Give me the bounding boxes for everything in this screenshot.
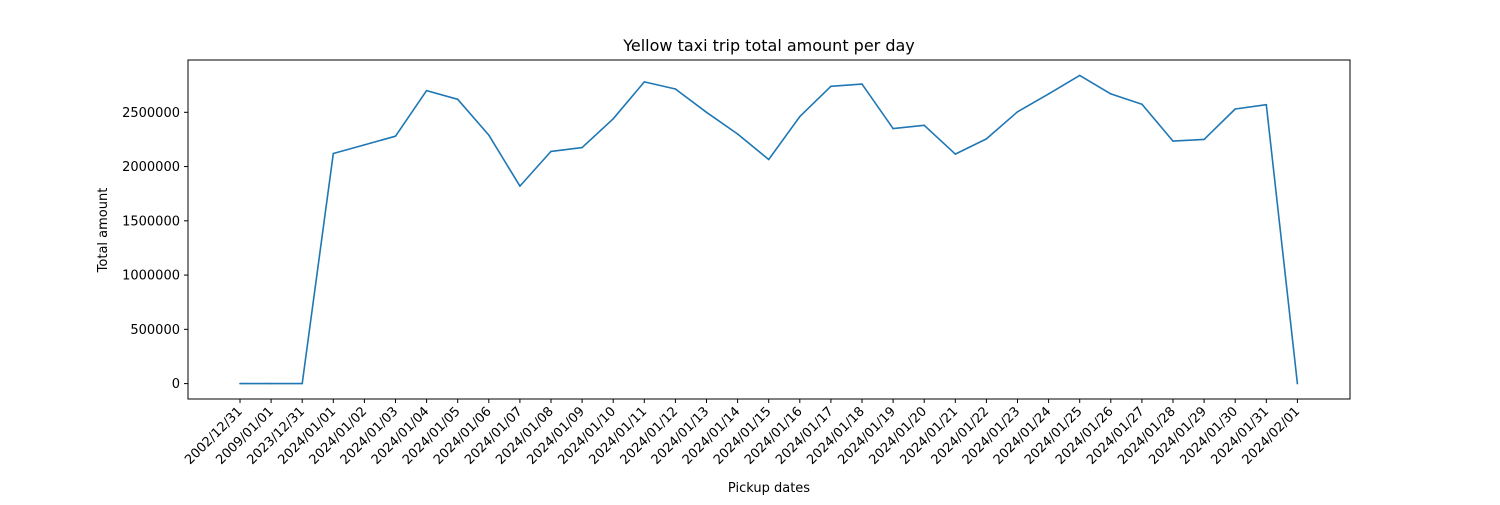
data-point [954, 153, 957, 155]
data-point [1265, 103, 1268, 106]
data-point [456, 98, 459, 101]
data-point [550, 150, 552, 153]
data-point [1172, 140, 1174, 142]
data-point [301, 382, 304, 385]
data-point [705, 111, 708, 114]
data-point [270, 382, 272, 385]
data-point [581, 146, 583, 149]
data-point [1234, 108, 1236, 110]
data-point [767, 158, 770, 161]
data-point [923, 124, 925, 127]
y-tick-label: 2000000 [122, 160, 180, 175]
data-point [239, 382, 241, 385]
data-point [1296, 382, 1299, 385]
plot-area: 050000010000001500000200000025000002002/… [122, 59, 1351, 468]
y-tick-label: 1500000 [122, 214, 180, 229]
data-point [1203, 138, 1205, 141]
data-point [1016, 110, 1019, 113]
data-point [332, 152, 335, 155]
y-tick-label: 500000 [130, 323, 180, 338]
data-point [861, 83, 863, 85]
data-point [488, 134, 490, 136]
data-point [674, 88, 677, 90]
x-axis-label: Pickup dates [728, 481, 810, 496]
y-axis-label: Total amount [96, 188, 111, 274]
data-point [1078, 74, 1081, 77]
data-point [519, 185, 521, 187]
data-point [1047, 93, 1050, 95]
data-point [612, 118, 614, 120]
data-point [799, 115, 801, 118]
data-point [1141, 103, 1143, 105]
series-line [240, 74, 1299, 385]
y-tick-label: 1000000 [122, 269, 180, 284]
plot-frame [187, 59, 1351, 400]
data-point [425, 89, 428, 92]
y-tick-label: 2500000 [122, 106, 180, 121]
data-point [830, 85, 832, 88]
data-point [892, 127, 894, 130]
data-point [363, 144, 366, 146]
data-point [736, 133, 739, 135]
data-point [1110, 93, 1112, 95]
data-point [394, 135, 397, 137]
data-point [643, 81, 646, 83]
y-tick-label: 0 [172, 377, 180, 392]
chart-title: Yellow taxi trip total amount per day [622, 36, 915, 55]
data-point [985, 138, 988, 140]
